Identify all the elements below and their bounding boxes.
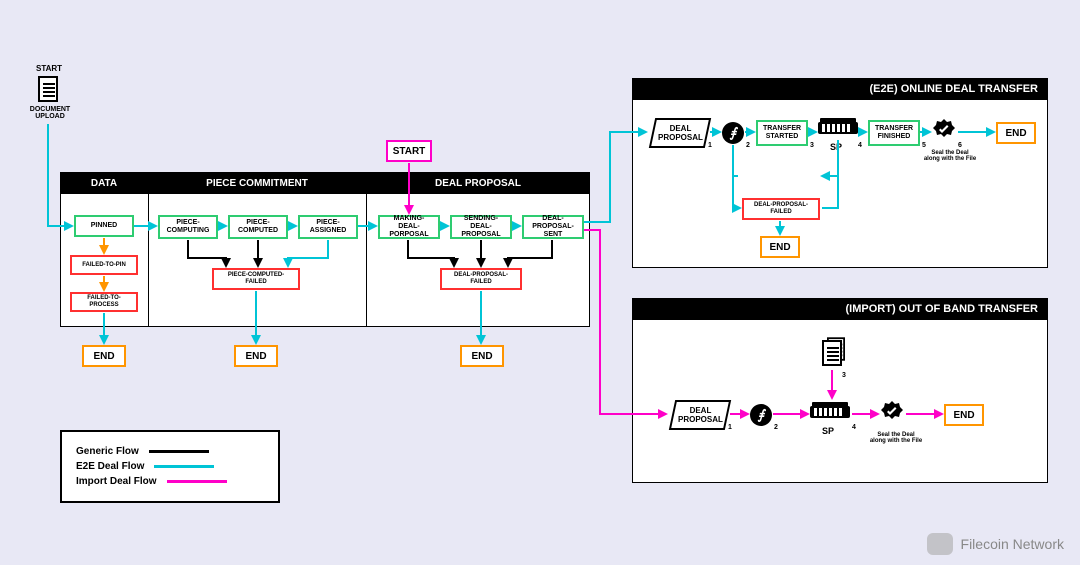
start-label-top: START (36, 64, 62, 73)
end-box-e2e-fail: END (760, 236, 800, 258)
node-piece-computed-failed: PIECE-COMPUTED-FAILED (212, 268, 300, 290)
import-step-2: 2 (774, 424, 778, 431)
node-failed-to-process: FAILED-TO-PROCESS (70, 292, 138, 312)
filecoin-icon-import: ⨎ (750, 404, 772, 426)
legend-line-import (167, 480, 227, 483)
e2e-step-3: 3 (810, 142, 814, 149)
end-box-data: END (82, 345, 126, 367)
watermark-icon (927, 533, 953, 555)
node-deal-proposal-failed: DEAL-PROPOSAL-FAILED (440, 268, 522, 290)
watermark: Filecoin Network (927, 533, 1064, 555)
import-frame (632, 298, 1048, 483)
e2e-step-4: 4 (858, 142, 862, 149)
section-header-data: DATA (60, 172, 148, 194)
end-box-piece: END (234, 345, 278, 367)
seal-caption-import: Seal the Dealalong with the File (866, 432, 926, 444)
end-box-e2e: END (996, 122, 1036, 144)
sp-icon-import (810, 402, 850, 422)
diagram-canvas: START DOCUMENTUPLOAD DATA PIECE COMMITME… (0, 0, 1080, 565)
node-sending-deal: SENDING-DEAL-PROPOSAL (450, 215, 512, 239)
e2e-step-2: 2 (746, 142, 750, 149)
section-header-e2e: (E2E) ONLINE DEAL TRANSFER (632, 78, 1048, 100)
sp-icon (818, 118, 858, 138)
e2e-frame (632, 78, 1048, 268)
watermark-text: Filecoin Network (961, 536, 1064, 552)
node-piece-computing: PIECE-COMPUTING (158, 215, 218, 239)
seal-caption-e2e: Seal the Dealalong with the File (920, 150, 980, 162)
section-header-import: (IMPORT) OUT OF BAND TRANSFER (632, 298, 1048, 320)
node-transfer-finished: TRANSFERFINISHED (868, 120, 920, 146)
legend-line-e2e (154, 465, 214, 468)
legend: Generic Flow E2E Deal Flow Import Deal F… (60, 430, 280, 503)
legend-label-import: Import Deal Flow (76, 476, 157, 487)
legend-line-generic (149, 450, 209, 453)
end-box-import: END (944, 404, 984, 426)
e2e-deal-proposal-box: DEALPROPOSAL (649, 118, 711, 148)
e2e-step-5: 5 (922, 142, 926, 149)
legend-row-e2e: E2E Deal Flow (76, 461, 264, 472)
document-icon (38, 76, 58, 102)
left-section-frame (60, 172, 590, 327)
filecoin-icon: ⨎ (722, 122, 744, 144)
section-header-piece: PIECE COMMITMENT (148, 172, 366, 194)
sp-label-import: SP (822, 426, 834, 436)
e2e-step-1: 1 (708, 142, 712, 149)
import-deal-proposal-box: DEALPROPOSAL (669, 400, 731, 430)
node-failed-to-pin: FAILED-TO-PIN (70, 255, 138, 275)
node-deal-proposal-failed-2: DEAL-PROPOSAL-FAILED (742, 198, 820, 220)
divider-2 (366, 172, 367, 327)
node-piece-computed: PIECE-COMPUTED (228, 215, 288, 239)
legend-row-generic: Generic Flow (76, 446, 264, 457)
import-document-icon (822, 340, 842, 366)
node-piece-assigned: PIECE-ASSIGNED (298, 215, 358, 239)
node-transfer-started: TRANSFERSTARTED (756, 120, 808, 146)
seal-icon (932, 118, 956, 142)
sp-label-e2e: SP (830, 142, 842, 152)
import-step-3: 3 (842, 372, 846, 379)
import-deal-proposal-label: DEALPROPOSAL (678, 406, 723, 424)
e2e-step-6: 6 (958, 142, 962, 149)
import-step-4: 4 (852, 424, 856, 431)
seal-icon-import (880, 400, 904, 424)
end-box-deal: END (460, 345, 504, 367)
node-pinned: PINNED (74, 215, 134, 237)
import-step-1: 1 (728, 424, 732, 431)
section-header-deal: DEAL PROPOSAL (366, 172, 590, 194)
node-deal-sent: DEAL-PROPOSAL-SENT (522, 215, 584, 239)
e2e-deal-proposal-label: DEALPROPOSAL (658, 124, 703, 142)
divider-1 (148, 172, 149, 327)
document-upload-label: DOCUMENTUPLOAD (26, 106, 74, 120)
start-magenta-box: START (386, 140, 432, 162)
legend-label-e2e: E2E Deal Flow (76, 461, 144, 472)
node-making-deal: MAKING-DEAL-PORPOSAL (378, 215, 440, 239)
legend-label-generic: Generic Flow (76, 446, 139, 457)
legend-row-import: Import Deal Flow (76, 476, 264, 487)
